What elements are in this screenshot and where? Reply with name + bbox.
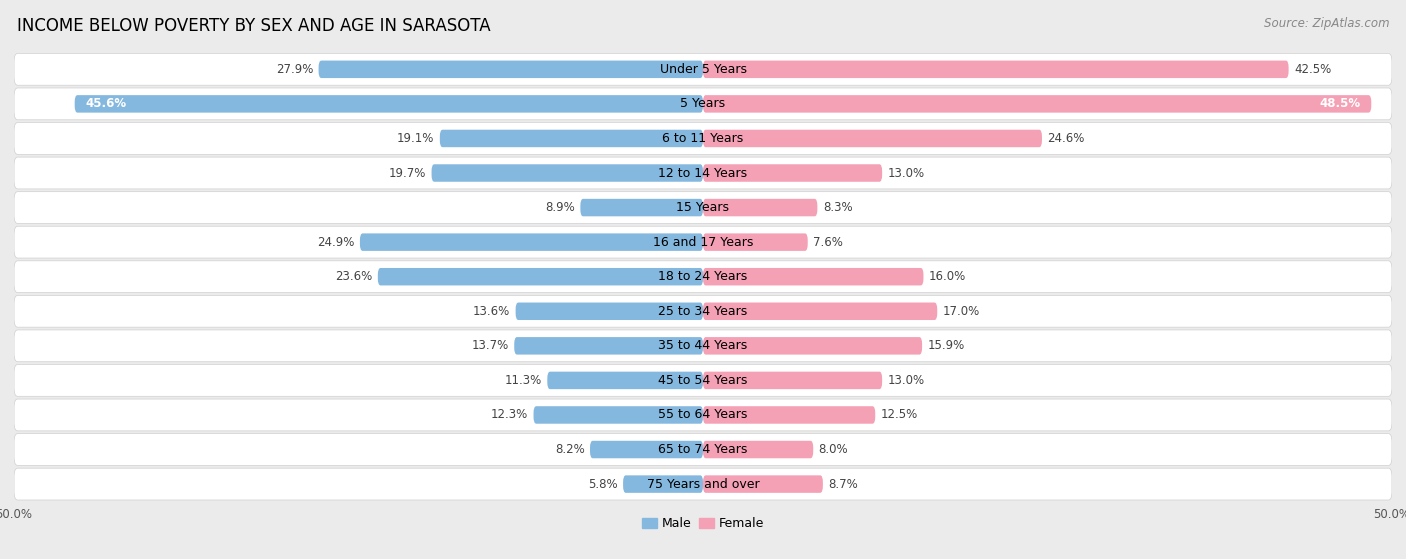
FancyBboxPatch shape [623,475,703,493]
FancyBboxPatch shape [591,441,703,458]
Text: 35 to 44 Years: 35 to 44 Years [658,339,748,352]
FancyBboxPatch shape [14,261,1392,292]
Text: 8.9%: 8.9% [546,201,575,214]
Text: 15 Years: 15 Years [676,201,730,214]
Text: 24.9%: 24.9% [316,236,354,249]
FancyBboxPatch shape [703,406,875,424]
FancyBboxPatch shape [516,302,703,320]
FancyBboxPatch shape [533,406,703,424]
FancyBboxPatch shape [14,468,1392,500]
FancyBboxPatch shape [14,122,1392,154]
FancyBboxPatch shape [14,399,1392,431]
FancyBboxPatch shape [703,337,922,354]
Text: 17.0%: 17.0% [943,305,980,318]
Text: 65 to 74 Years: 65 to 74 Years [658,443,748,456]
FancyBboxPatch shape [14,157,1392,189]
FancyBboxPatch shape [319,60,703,78]
Text: 8.3%: 8.3% [823,201,852,214]
FancyBboxPatch shape [703,199,817,216]
Text: 45.6%: 45.6% [86,97,127,110]
FancyBboxPatch shape [703,95,1371,112]
Text: INCOME BELOW POVERTY BY SEX AND AGE IN SARASOTA: INCOME BELOW POVERTY BY SEX AND AGE IN S… [17,17,491,35]
Text: Source: ZipAtlas.com: Source: ZipAtlas.com [1264,17,1389,30]
FancyBboxPatch shape [14,226,1392,258]
FancyBboxPatch shape [75,95,703,112]
Text: 12.3%: 12.3% [491,409,529,421]
Text: 16.0%: 16.0% [929,270,966,283]
Text: 19.1%: 19.1% [396,132,434,145]
FancyBboxPatch shape [515,337,703,354]
Text: 8.0%: 8.0% [818,443,848,456]
FancyBboxPatch shape [703,130,1042,147]
FancyBboxPatch shape [703,164,882,182]
Text: 15.9%: 15.9% [928,339,965,352]
FancyBboxPatch shape [703,475,823,493]
Text: 16 and 17 Years: 16 and 17 Years [652,236,754,249]
Text: 8.2%: 8.2% [555,443,585,456]
Text: 75 Years and over: 75 Years and over [647,477,759,491]
Text: 7.6%: 7.6% [813,236,844,249]
Text: 27.9%: 27.9% [276,63,314,76]
FancyBboxPatch shape [703,372,882,389]
FancyBboxPatch shape [432,164,703,182]
FancyBboxPatch shape [14,192,1392,224]
FancyBboxPatch shape [360,234,703,251]
Text: 12 to 14 Years: 12 to 14 Years [658,167,748,179]
FancyBboxPatch shape [14,330,1392,362]
FancyBboxPatch shape [703,302,938,320]
Text: 13.7%: 13.7% [471,339,509,352]
Text: 13.0%: 13.0% [887,167,925,179]
FancyBboxPatch shape [14,364,1392,396]
Text: 5 Years: 5 Years [681,97,725,110]
Text: 8.7%: 8.7% [828,477,858,491]
Text: 12.5%: 12.5% [880,409,918,421]
FancyBboxPatch shape [440,130,703,147]
Text: 19.7%: 19.7% [388,167,426,179]
FancyBboxPatch shape [581,199,703,216]
Text: 55 to 64 Years: 55 to 64 Years [658,409,748,421]
Legend: Male, Female: Male, Female [637,513,769,536]
FancyBboxPatch shape [378,268,703,286]
Text: 5.8%: 5.8% [588,477,617,491]
Text: 18 to 24 Years: 18 to 24 Years [658,270,748,283]
Text: 11.3%: 11.3% [505,374,541,387]
Text: 25 to 34 Years: 25 to 34 Years [658,305,748,318]
FancyBboxPatch shape [14,434,1392,466]
Text: Under 5 Years: Under 5 Years [659,63,747,76]
Text: 45 to 54 Years: 45 to 54 Years [658,374,748,387]
FancyBboxPatch shape [14,295,1392,327]
FancyBboxPatch shape [703,60,1289,78]
Text: 6 to 11 Years: 6 to 11 Years [662,132,744,145]
Text: 23.6%: 23.6% [335,270,373,283]
FancyBboxPatch shape [703,441,813,458]
FancyBboxPatch shape [14,88,1392,120]
Text: 13.6%: 13.6% [472,305,510,318]
Text: 42.5%: 42.5% [1294,63,1331,76]
FancyBboxPatch shape [703,268,924,286]
Text: 13.0%: 13.0% [887,374,925,387]
FancyBboxPatch shape [547,372,703,389]
Text: 24.6%: 24.6% [1047,132,1085,145]
FancyBboxPatch shape [14,54,1392,85]
Text: 48.5%: 48.5% [1319,97,1360,110]
FancyBboxPatch shape [703,234,807,251]
